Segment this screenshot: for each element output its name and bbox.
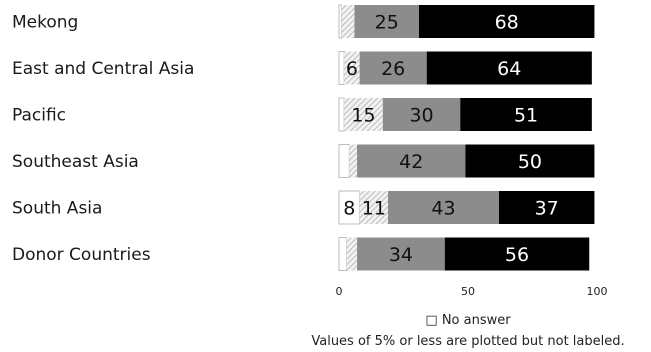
data-label-mekong-2: 25 — [375, 12, 399, 34]
category-label-east-and-central-asia: East and Central Asia — [12, 59, 194, 79]
bar-segment-pacific-1 — [344, 98, 383, 131]
data-label-donor-countries-3: 56 — [505, 244, 529, 266]
bar-segment-south-asia-1 — [359, 191, 389, 224]
data-label-donor-countries-2: 34 — [389, 244, 413, 266]
data-label-south-asia-1: 11 — [362, 198, 386, 220]
x-tick-label-50: 50 — [461, 285, 475, 298]
bar-segment-donor-countries-3 — [444, 237, 590, 271]
bar-segment-mekong-0 — [338, 4, 343, 39]
bar-segment-pacific-3 — [460, 98, 592, 131]
x-axis: 0 50 100 — [336, 285, 608, 298]
category-label-southeast-asia: Southeast Asia — [12, 152, 139, 172]
data-label-pacific-1: 15 — [351, 105, 375, 127]
data-label-east-and-central-asia-2: 26 — [381, 58, 405, 80]
bar-segment-south-asia-3 — [498, 191, 595, 224]
bar-segment-mekong-2 — [354, 5, 419, 38]
category-labels: Mekong East and Central Asia Pacific Southe… — [12, 13, 194, 266]
bar-segment-south-asia-2 — [388, 191, 499, 224]
category-label-mekong: Mekong — [12, 13, 78, 33]
data-label-mekong-3: 68 — [495, 12, 519, 34]
bar-segment-donor-countries-0 — [338, 237, 348, 271]
x-tick-label-0: 0 — [336, 285, 343, 298]
data-label-southeast-asia-2: 42 — [399, 151, 423, 173]
data-label-south-asia-3: 37 — [535, 198, 559, 220]
bar-segment-east-and-central-asia-3 — [426, 51, 592, 85]
bar-segment-east-and-central-asia-0 — [338, 51, 345, 85]
data-label-east-and-central-asia-1: 6 — [346, 58, 358, 80]
category-label-south-asia: South Asia — [12, 199, 102, 219]
bar-segment-donor-countries-2 — [357, 237, 445, 271]
data-label-pacific-2: 30 — [409, 105, 433, 127]
bar-segment-pacific-0 — [338, 97, 345, 132]
bar-segment-southeast-asia-1 — [349, 144, 358, 178]
bar-segment-southeast-asia-0 — [338, 144, 350, 178]
bar-segment-southeast-asia-3 — [465, 144, 595, 178]
data-label-south-asia-2: 43 — [431, 198, 455, 220]
category-label-donor-countries: Donor Countries — [12, 245, 151, 265]
bar-segment-mekong-3 — [418, 5, 595, 38]
footnote: Values of 5% or less are plotted but not… — [311, 334, 624, 349]
bar-segment-east-and-central-asia-1 — [344, 51, 360, 85]
data-label-south-asia-0: 8 — [343, 198, 355, 220]
bar-segment-mekong-1 — [341, 5, 355, 38]
data-label-southeast-asia-3: 50 — [518, 151, 542, 173]
bar-segment-east-and-central-asia-2 — [359, 51, 427, 85]
category-label-pacific: Pacific — [12, 106, 66, 126]
bars-group: 25 68 6 26 64 15 30 51 42 50 8 11 43 37 34 56 — [338, 4, 595, 271]
bar-segment-southeast-asia-2 — [357, 144, 466, 178]
data-label-east-and-central-asia-3: 64 — [497, 58, 521, 80]
bar-segment-pacific-2 — [382, 98, 461, 131]
data-label-pacific-3: 51 — [514, 105, 538, 127]
bar-segment-donor-countries-1 — [346, 237, 358, 271]
legend-no-answer: □ No answer — [425, 313, 511, 328]
x-tick-label-100: 100 — [587, 285, 608, 298]
